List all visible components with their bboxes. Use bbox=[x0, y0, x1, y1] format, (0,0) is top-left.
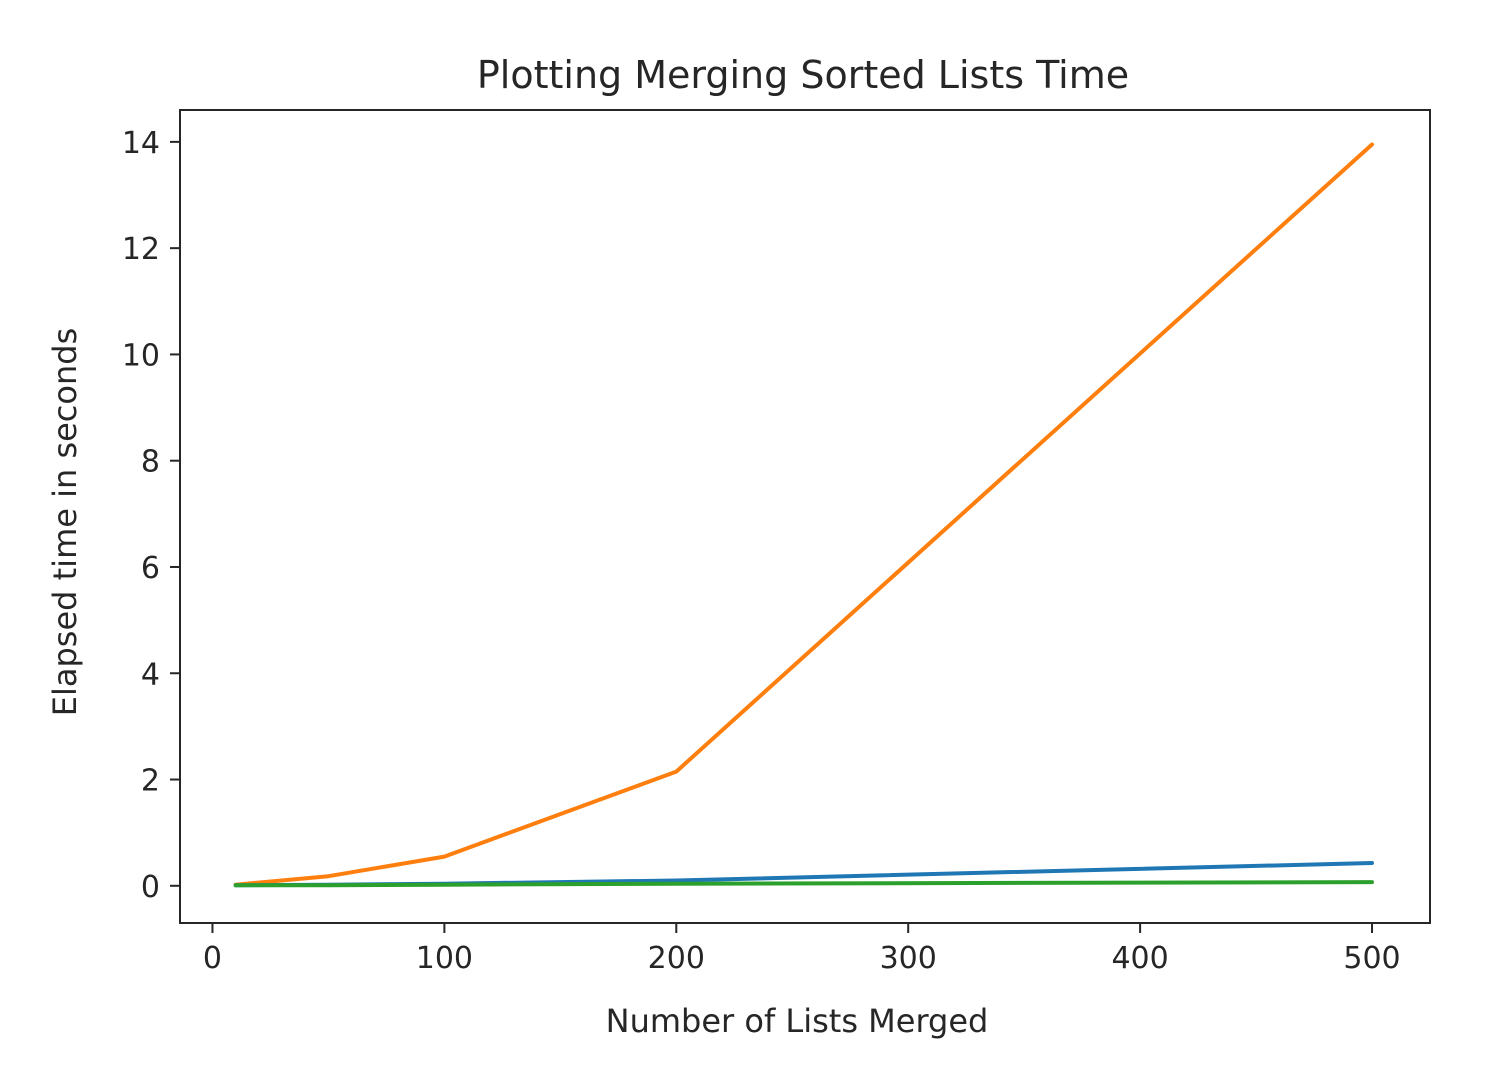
series-layer bbox=[233, 142, 1374, 888]
y-tick-label: 2 bbox=[141, 764, 160, 799]
y-tick-label: 12 bbox=[122, 232, 160, 267]
y-tick-label: 4 bbox=[141, 657, 160, 692]
chart-title: Plotting Merging Sorted Lists Time bbox=[477, 53, 1129, 97]
y-tick-label: 0 bbox=[141, 870, 160, 905]
y-tick-label: 8 bbox=[141, 445, 160, 480]
y-tick-label: 6 bbox=[141, 551, 160, 586]
series-line-2 bbox=[233, 880, 1374, 888]
x-tick-label: 200 bbox=[648, 941, 705, 976]
y-axis-label: Elapsed time in seconds bbox=[46, 328, 84, 716]
x-tick-label: 300 bbox=[880, 941, 937, 976]
series-line-0 bbox=[233, 142, 1374, 887]
y-axis: 0 2 4 6 8 10 12 14 bbox=[122, 126, 180, 905]
y-tick-label: 14 bbox=[122, 126, 160, 161]
y-tick-label: 10 bbox=[122, 338, 160, 373]
x-tick-label: 100 bbox=[416, 941, 473, 976]
x-axis: 0 100 200 300 400 500 bbox=[203, 923, 1401, 976]
x-axis-label: Number of Lists Merged bbox=[606, 1002, 989, 1040]
x-tick-label: 0 bbox=[203, 941, 222, 976]
x-tick-label: 400 bbox=[1111, 941, 1168, 976]
plot-frame bbox=[179, 109, 1431, 924]
x-tick-label: 500 bbox=[1343, 941, 1400, 976]
